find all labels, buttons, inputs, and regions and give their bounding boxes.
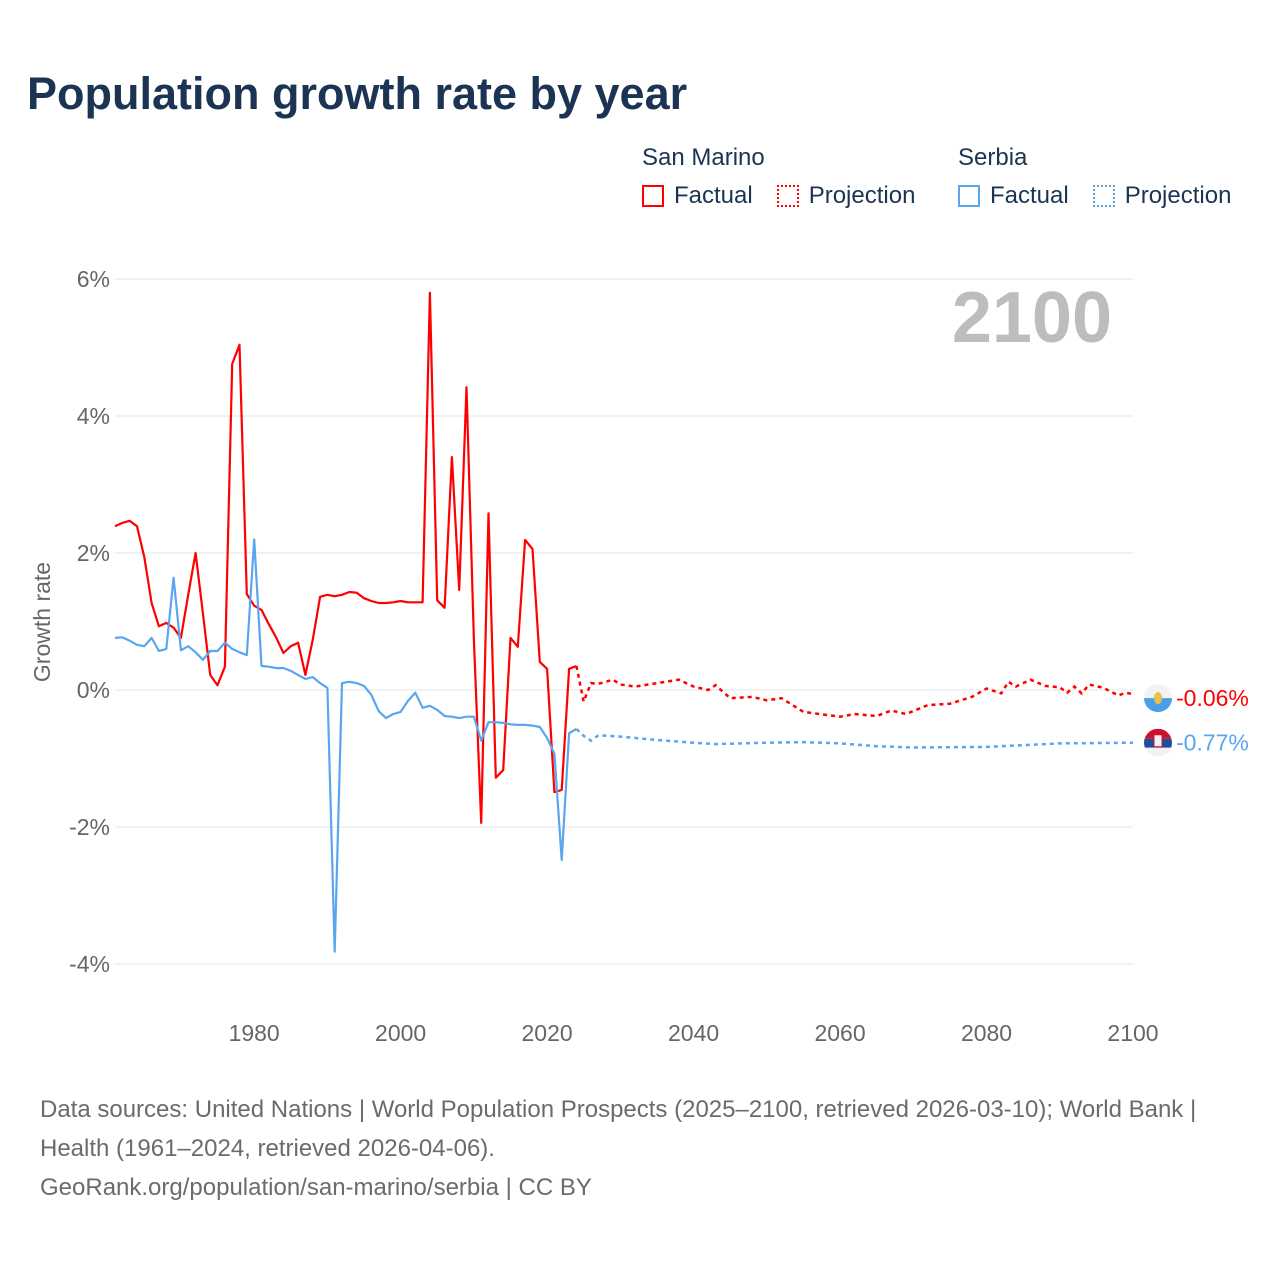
legend-group-name: San Marino xyxy=(642,144,765,171)
source-link[interactable]: GeoRank.org/population/san-marino/serbia… xyxy=(40,1174,592,1201)
x-tick-label: 2100 xyxy=(1107,1020,1158,1046)
flag-body xyxy=(1144,684,1172,713)
x-tick-label: 2040 xyxy=(668,1020,719,1046)
san-marino-end-label: -0.06% xyxy=(1176,685,1249,711)
legend-label-projection: Projection xyxy=(808,182,916,209)
legend-swatch-factual xyxy=(958,185,980,207)
y-tick-label: 6% xyxy=(77,266,110,292)
serbia-flag-icon xyxy=(1144,728,1172,757)
x-tick-label: 2080 xyxy=(961,1020,1012,1046)
flag-body xyxy=(1144,728,1172,757)
page-title: Population growth rate by year xyxy=(27,68,688,119)
legend-serbia: Serbia Factual Projection xyxy=(958,144,1231,210)
y-tick-label: 2% xyxy=(77,540,110,566)
x-tick-label: 1980 xyxy=(229,1020,280,1046)
serbia-end-label: -0.77% xyxy=(1176,730,1249,756)
y-tick-label: -2% xyxy=(69,814,110,840)
x-tick-label: 2020 xyxy=(522,1020,573,1046)
legend-swatch-factual xyxy=(642,185,664,207)
legend-label-factual: Factual xyxy=(674,182,753,209)
flag-stripe xyxy=(1144,684,1172,699)
y-tick-label: 0% xyxy=(77,677,110,703)
legend-group-name: Serbia xyxy=(958,144,1028,171)
legend-swatch-projection xyxy=(776,185,799,207)
data-source: Data sources: United Nations | World Pop… xyxy=(40,1090,1240,1207)
year-badge: 2100 xyxy=(952,278,1112,358)
serbia-factual-line xyxy=(114,538,577,953)
san-marino-factual-line xyxy=(114,291,577,825)
x-tick-label: 2000 xyxy=(375,1020,426,1046)
flag-stripe xyxy=(1144,728,1172,739)
chart-area: 6% 4% 2% 0% -2% -4% 1980 2000 2020 2040 2060 2080 21… xyxy=(29,266,1249,1046)
serbia-projection-line xyxy=(575,728,1134,749)
y-tick-label: 4% xyxy=(77,403,110,429)
san-marino-flag-icon xyxy=(1144,684,1172,713)
legend-label-factual: Factual xyxy=(990,182,1069,209)
flag-emblem xyxy=(1154,692,1162,705)
legend-label-projection: Projection xyxy=(1124,182,1232,209)
y-axis-label: Growth rate xyxy=(29,562,55,682)
y-tick-label: -4% xyxy=(69,951,110,977)
x-tick-label: 2060 xyxy=(814,1020,865,1046)
flag-stripe xyxy=(1144,747,1172,757)
legend-swatch-projection xyxy=(1092,185,1115,207)
san-marino-projection-line xyxy=(575,665,1134,718)
flag-stripe xyxy=(1144,698,1172,713)
legend-san-marino: San Marino Factual Projection xyxy=(642,144,933,210)
flag-emblem xyxy=(1153,734,1163,748)
source-text: Data sources: United Nations | World Pop… xyxy=(40,1096,1197,1162)
